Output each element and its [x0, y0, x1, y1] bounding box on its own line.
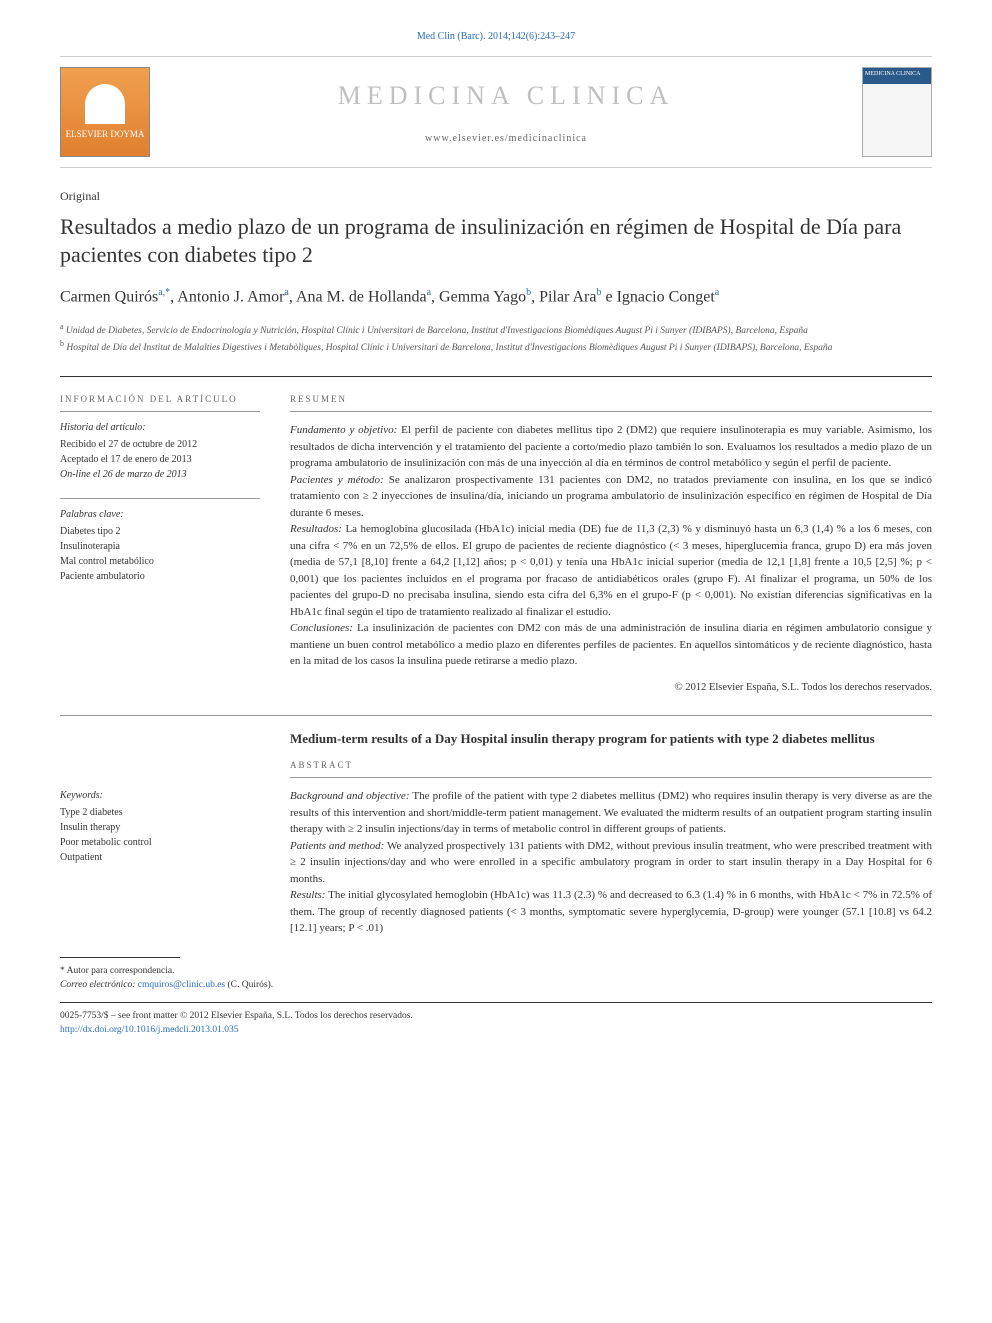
- doi-link[interactable]: http://dx.doi.org/10.1016/j.medcli.2013.…: [60, 1025, 238, 1035]
- abstract-label: ABSTRACT: [290, 759, 932, 772]
- article-info-label: INFORMACIÓN DEL ARTÍCULO: [60, 393, 260, 406]
- corresponding-author-note: * Autor para correspondencia.: [60, 964, 932, 978]
- keyword-item: Insulin therapy: [60, 820, 260, 835]
- copyright-es: © 2012 Elsevier España, S.L. Todos los d…: [290, 680, 932, 696]
- journal-cover-thumbnail: MEDICINA CLINICA: [862, 67, 932, 157]
- corresponding-email-link[interactable]: cmquiros@clinic.ub.es: [138, 980, 225, 990]
- history-heading: Historia del artículo:: [60, 420, 260, 435]
- palabras-clave-block: Palabras clave: Diabetes tipo 2Insulinot…: [60, 498, 260, 584]
- issn-line: 0025-7753/$ – see front matter © 2012 El…: [60, 1009, 932, 1023]
- corresponding-name: (C. Quirós).: [228, 980, 274, 990]
- email-label: Correo electrónico:: [60, 980, 135, 990]
- keywords-block: Keywords: Type 2 diabetesInsulin therapy…: [60, 780, 260, 865]
- keyword-item: Poor metabolic control: [60, 835, 260, 850]
- citation-link[interactable]: Med Clin (Barc). 2014;142(6):243–247: [417, 31, 575, 42]
- affiliation-line: a Unidad de Diabetes, Servicio de Endocr…: [60, 321, 932, 338]
- authors-list: Carmen Quirósa,*, Antonio J. Amora, Ana …: [60, 286, 932, 309]
- footnotes: * Autor para correspondencia. Correo ele…: [60, 964, 932, 993]
- keyword-item: Mal control metabólico: [60, 554, 260, 569]
- citation-header: Med Clin (Barc). 2014;142(6):243–247: [60, 30, 932, 44]
- journal-name: MEDICINA CLINICA: [150, 78, 862, 114]
- keyword-item: Insulinoterapia: [60, 539, 260, 554]
- cover-label: MEDICINA CLINICA: [863, 68, 931, 84]
- journal-banner: ELSEVIER DOYMA MEDICINA CLINICA www.else…: [60, 56, 932, 168]
- abstract-en-body: Background and objective: The profile of…: [290, 777, 932, 937]
- bottom-bar: 0025-7753/$ – see front matter © 2012 El…: [60, 1002, 932, 1038]
- footnote-separator: [60, 957, 180, 958]
- history-received: Recibido el 27 de octubre de 2012: [60, 437, 260, 452]
- english-title: Medium-term results of a Day Hospital in…: [290, 730, 932, 748]
- journal-url[interactable]: www.elsevier.es/medicinaclinica: [150, 132, 862, 146]
- journal-title-block: MEDICINA CLINICA www.elsevier.es/medicin…: [150, 78, 862, 146]
- resumen-label: RESUMEN: [290, 393, 932, 406]
- resumen-body: Fundamento y objetivo: El perfil de paci…: [290, 411, 932, 695]
- article-title: Resultados a medio plazo de un programa …: [60, 213, 932, 270]
- publisher-logo: ELSEVIER DOYMA: [60, 67, 150, 157]
- keyword-item: Paciente ambulatorio: [60, 569, 260, 584]
- affiliations: a Unidad de Diabetes, Servicio de Endocr…: [60, 321, 932, 356]
- keyword-item: Outpatient: [60, 850, 260, 865]
- article-type: Original: [60, 188, 932, 205]
- publisher-name: ELSEVIER DOYMA: [66, 128, 145, 141]
- keyword-item: Diabetes tipo 2: [60, 524, 260, 539]
- elsevier-tree-icon: [85, 84, 125, 124]
- keywords-heading: Keywords:: [60, 788, 260, 803]
- palabras-heading: Palabras clave:: [60, 507, 260, 522]
- article-history-block: Historia del artículo: Recibido el 27 de…: [60, 411, 260, 482]
- affiliation-line: b Hospital de Día del Institut de Malalt…: [60, 338, 932, 355]
- history-accepted: Aceptado el 17 de enero de 2013: [60, 452, 260, 467]
- history-online: On-line el 26 de marzo de 2013: [60, 467, 260, 482]
- keyword-item: Type 2 diabetes: [60, 805, 260, 820]
